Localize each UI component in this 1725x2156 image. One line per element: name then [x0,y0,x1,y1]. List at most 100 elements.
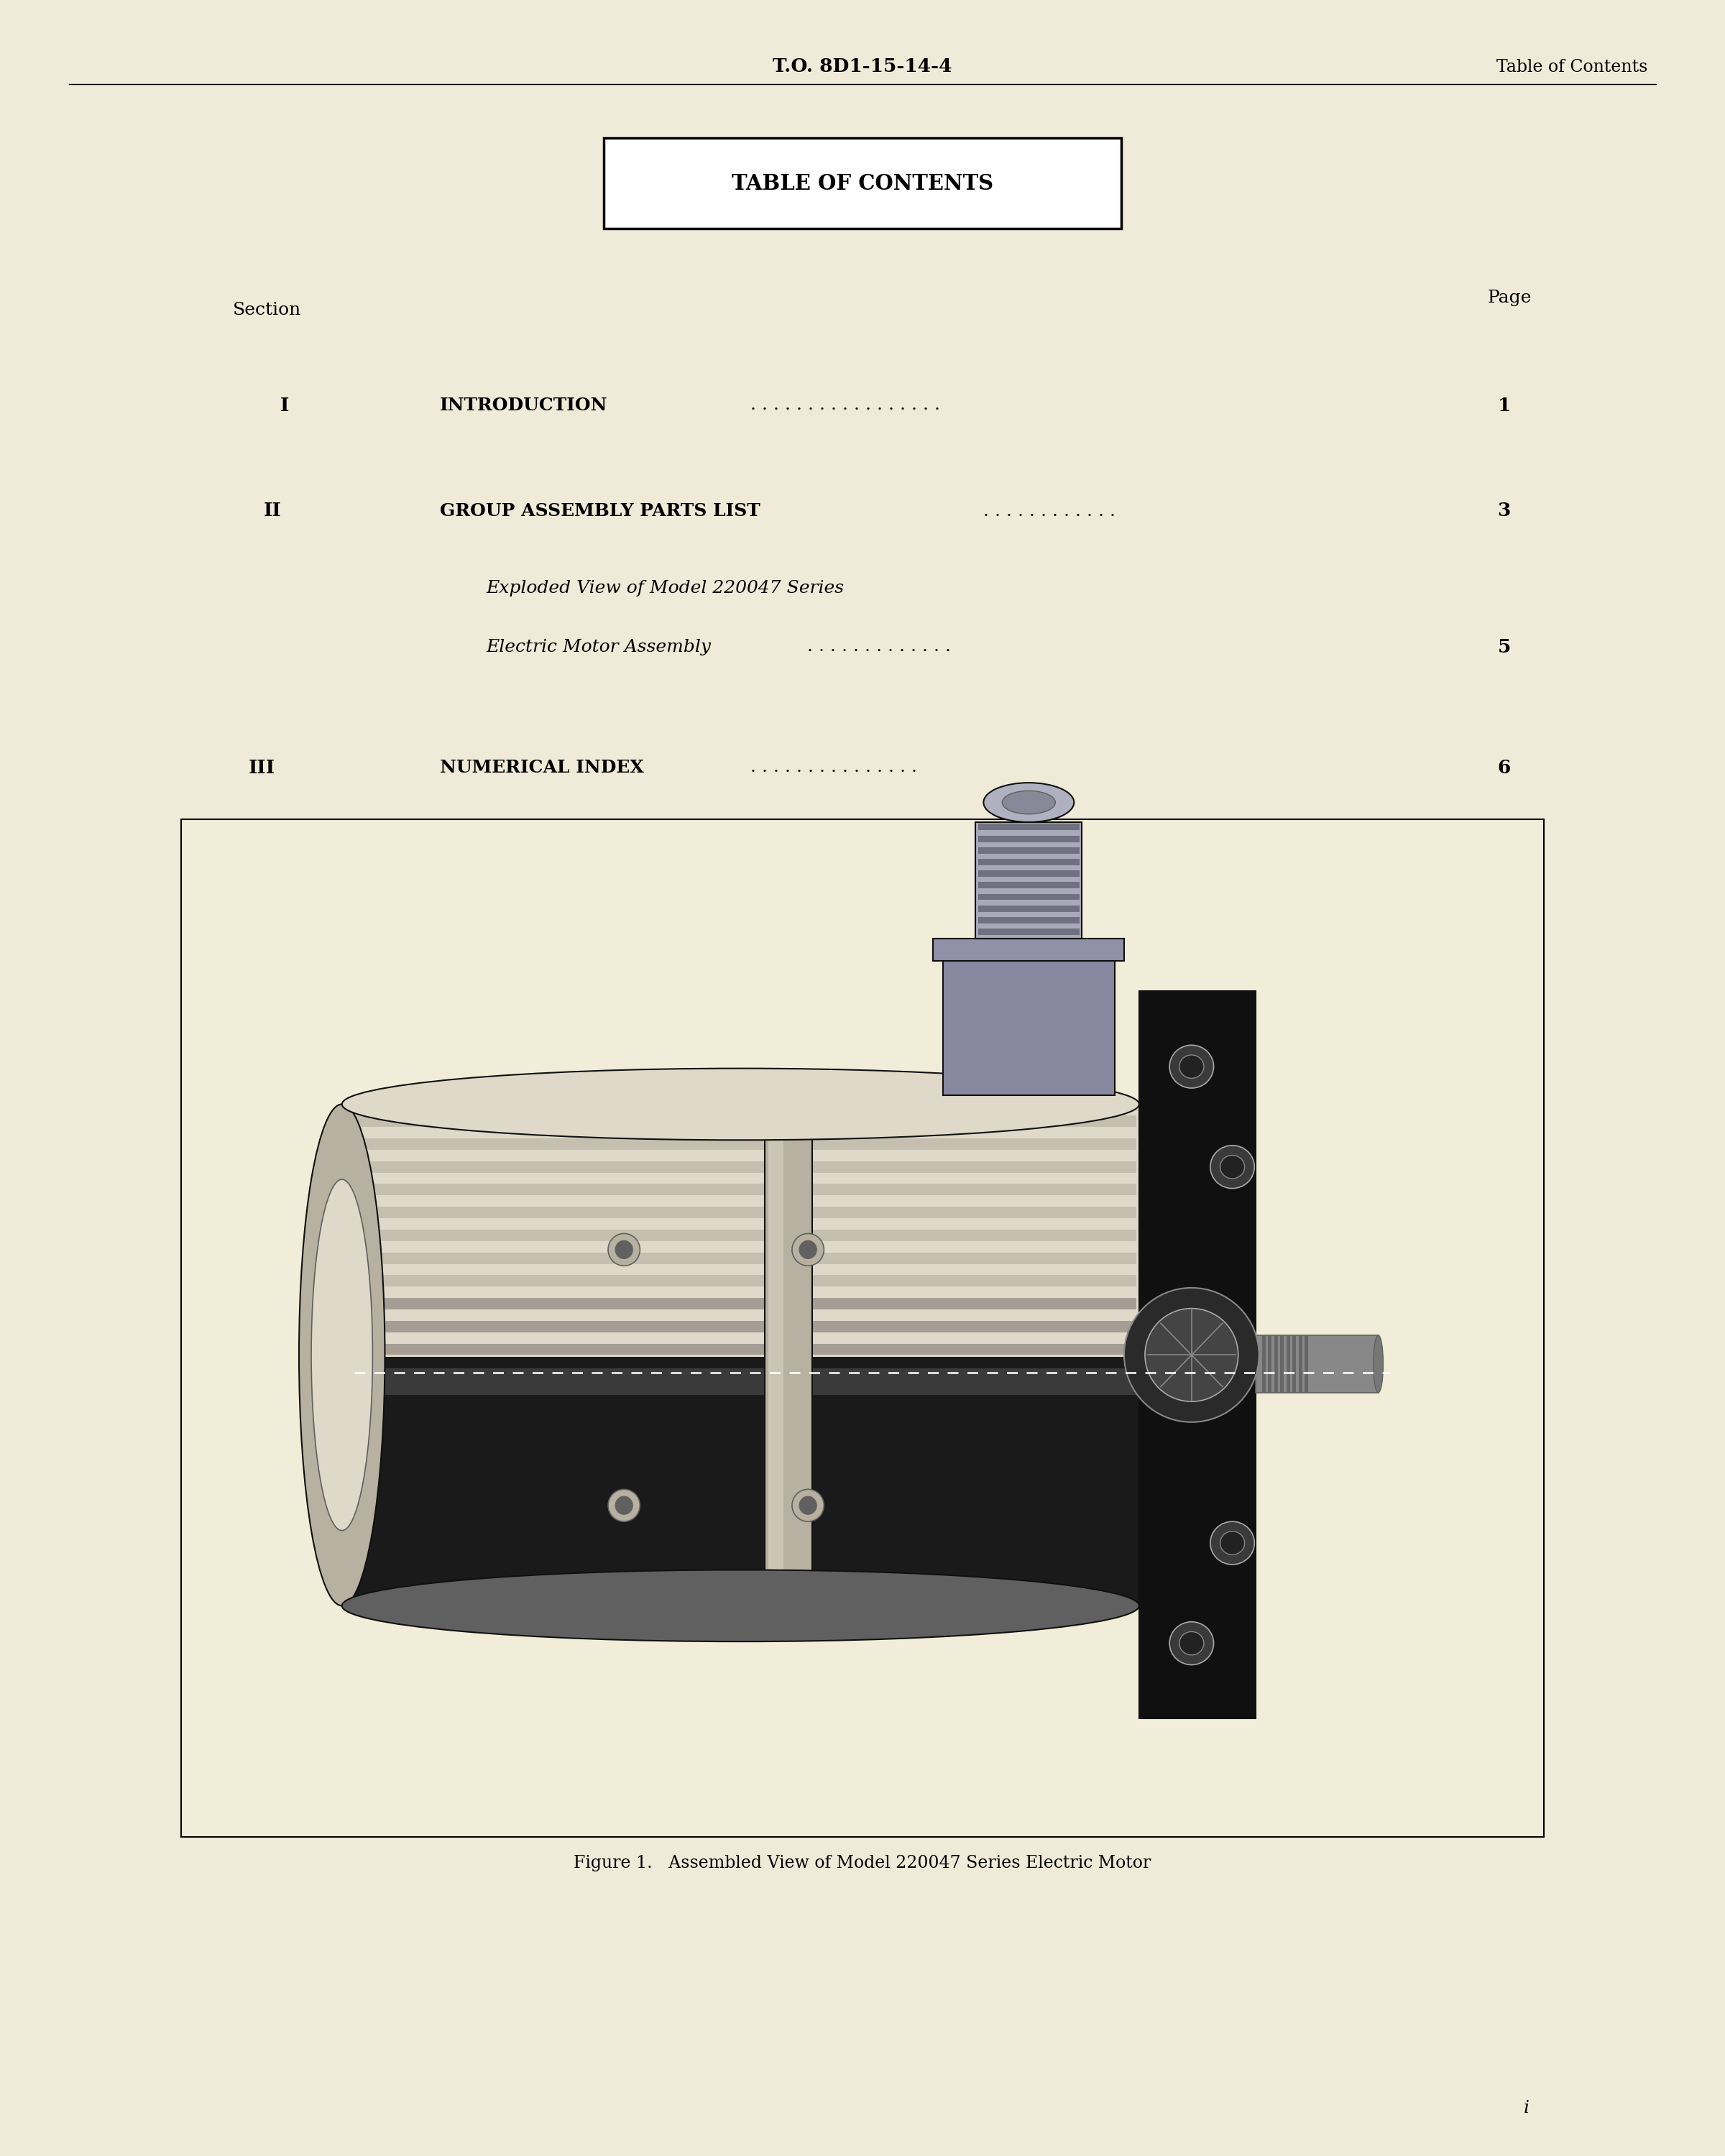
PathPatch shape [342,1369,1138,1395]
Ellipse shape [799,1240,816,1259]
PathPatch shape [345,1343,1137,1354]
Text: . . . . . . . . . . . . . . . . .: . . . . . . . . . . . . . . . . . [750,397,940,414]
PathPatch shape [978,871,1080,877]
Text: Figure 1.   Assembled View of Model 220047 Series Electric Motor: Figure 1. Assembled View of Model 220047… [574,1854,1151,1871]
Ellipse shape [1180,1054,1204,1078]
Ellipse shape [1154,1619,1252,1718]
Text: 6: 6 [1497,759,1511,776]
Ellipse shape [1220,1531,1245,1554]
PathPatch shape [944,962,1114,1095]
PathPatch shape [345,1274,1137,1287]
PathPatch shape [1280,1335,1283,1393]
PathPatch shape [345,1481,1137,1492]
PathPatch shape [978,824,1080,830]
PathPatch shape [345,1503,1137,1514]
PathPatch shape [1261,1335,1266,1393]
PathPatch shape [978,837,1080,843]
PathPatch shape [1275,1335,1278,1393]
Ellipse shape [616,1496,633,1514]
PathPatch shape [345,1207,1137,1218]
PathPatch shape [345,1457,1137,1468]
PathPatch shape [345,1572,1137,1583]
Ellipse shape [1373,1335,1383,1393]
PathPatch shape [1256,1335,1378,1393]
PathPatch shape [1287,1335,1290,1393]
Ellipse shape [1002,791,1056,815]
Ellipse shape [792,1490,825,1522]
PathPatch shape [345,1367,1137,1378]
PathPatch shape [976,821,1082,938]
PathPatch shape [345,1115,1137,1128]
PathPatch shape [345,1229,1137,1242]
Ellipse shape [616,1240,633,1259]
Ellipse shape [298,1104,385,1606]
Ellipse shape [1170,1046,1214,1089]
Text: . . . . . . . . . . . . .: . . . . . . . . . . . . . [807,638,950,655]
PathPatch shape [1299,1335,1302,1393]
Text: TABLE OF CONTENTS: TABLE OF CONTENTS [731,172,994,194]
PathPatch shape [345,1298,1137,1309]
PathPatch shape [978,916,1080,923]
Ellipse shape [792,1233,825,1266]
Text: Table of Contents: Table of Contents [1496,58,1647,75]
PathPatch shape [345,1322,1137,1332]
Text: II: II [264,502,281,520]
PathPatch shape [1304,1335,1308,1393]
Ellipse shape [983,783,1075,821]
PathPatch shape [345,1526,1137,1537]
Bar [604,138,1121,229]
PathPatch shape [342,1104,1138,1606]
Text: Page: Page [1487,289,1532,306]
Bar [181,819,1544,1837]
PathPatch shape [345,1593,1137,1606]
PathPatch shape [345,1412,1137,1423]
PathPatch shape [345,1184,1137,1194]
Ellipse shape [310,1179,373,1531]
Text: INTRODUCTION: INTRODUCTION [440,397,607,414]
Ellipse shape [609,1233,640,1266]
PathPatch shape [978,882,1080,888]
PathPatch shape [1268,1335,1271,1393]
PathPatch shape [768,1104,783,1606]
Text: 5: 5 [1497,638,1511,655]
PathPatch shape [978,929,1080,936]
Text: i: i [1523,2100,1530,2117]
Ellipse shape [1145,1309,1239,1401]
Ellipse shape [609,1490,640,1522]
Ellipse shape [1211,1522,1254,1565]
PathPatch shape [345,1388,1137,1401]
Ellipse shape [342,1570,1138,1641]
Text: NUMERICAL INDEX: NUMERICAL INDEX [440,759,643,776]
Ellipse shape [1125,1287,1259,1423]
Text: 3: 3 [1497,502,1511,520]
Ellipse shape [1170,1621,1214,1664]
Ellipse shape [1180,1632,1204,1656]
Text: . . . . . . . . . . . .: . . . . . . . . . . . . [983,502,1116,520]
PathPatch shape [345,1138,1137,1149]
PathPatch shape [978,895,1080,899]
Ellipse shape [1154,992,1252,1091]
Text: . . . . . . . . . . . . . . .: . . . . . . . . . . . . . . . [750,759,918,776]
PathPatch shape [345,1434,1137,1447]
Text: GROUP ASSEMBLY PARTS LIST: GROUP ASSEMBLY PARTS LIST [440,502,761,520]
PathPatch shape [764,1095,812,1615]
Text: I: I [279,397,290,414]
Text: Exploded View of Model 220047 Series: Exploded View of Model 220047 Series [486,580,845,597]
Ellipse shape [1211,1145,1254,1188]
Text: T.O. 8D1-15-14-4: T.O. 8D1-15-14-4 [773,58,952,75]
PathPatch shape [342,1356,1138,1606]
Ellipse shape [799,1496,816,1514]
Text: Section: Section [233,302,302,319]
PathPatch shape [345,1548,1137,1561]
PathPatch shape [345,1162,1137,1173]
Text: Electric Motor Assembly: Electric Motor Assembly [486,638,711,655]
Ellipse shape [1220,1156,1245,1179]
PathPatch shape [978,847,1080,854]
Text: III: III [248,759,276,776]
PathPatch shape [978,906,1080,912]
PathPatch shape [978,858,1080,865]
Text: 1: 1 [1497,397,1511,414]
PathPatch shape [1138,992,1256,1718]
PathPatch shape [345,1253,1137,1263]
PathPatch shape [1292,1335,1295,1393]
